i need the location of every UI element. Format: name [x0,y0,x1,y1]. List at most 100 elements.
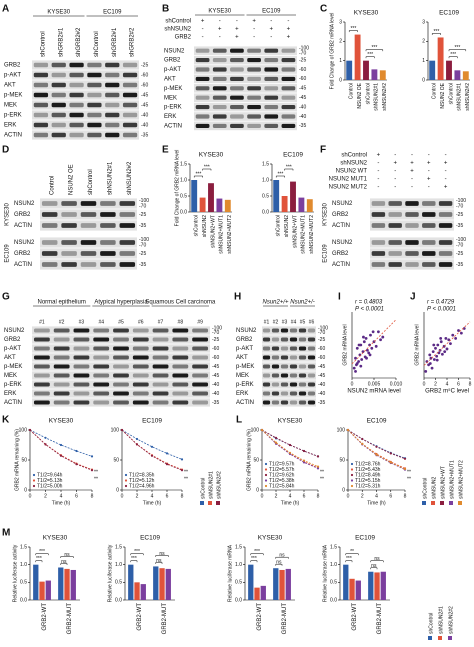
significance-label: ** [350,549,354,555]
blot-band [132,364,149,369]
bar [248,564,254,600]
condition-sign: - [411,153,413,159]
y-tick-label: 1.5 [180,161,187,167]
blot-band [298,337,307,342]
scatter-point [352,366,356,370]
half-life-marker [350,479,354,482]
scatter-point [432,358,436,361]
legend-swatch [431,501,435,505]
blot-band [33,355,50,360]
blot-band [262,400,271,405]
blot-band [51,72,66,78]
condition-sign: - [287,19,289,25]
y-tick-label: 50 [253,457,259,463]
y-tick-label: 100 [251,427,260,433]
condition-sign: + [287,27,291,33]
blot-band [271,391,280,396]
blot-band [289,382,298,387]
blot-band [132,355,149,360]
y-tick-label: 0.5 [180,193,187,199]
blot-band [132,373,149,378]
series-point [28,428,32,432]
blot-band [33,328,50,333]
lane-label: #2 [273,319,279,325]
series-point [361,437,364,441]
mw-label: -35 [139,262,146,268]
lane-label: shGRB2#1 [112,27,118,57]
lane-label: shControl [94,31,100,57]
blot-band [80,201,97,206]
blot-band [87,82,102,88]
scatter-point [424,370,428,373]
blot-band [280,328,289,333]
blot-band [87,72,102,78]
y-tick-label: 1 [422,58,425,64]
bar [281,196,288,212]
row-label: GRB2 [14,251,31,257]
blot-band [122,82,138,88]
mw-label: -25 [456,212,463,218]
bar [374,572,380,600]
x-tick-label: shNSUN2#2 [382,83,388,111]
y-tick-label: 0.5 [115,580,122,586]
bar [165,568,171,600]
scatter-point [435,358,439,362]
blot-band [51,122,66,128]
legend-label: shNSUN2+MUT1 [449,460,455,499]
half-life-marker [32,473,36,477]
blot-band [281,95,296,100]
blot-band [132,391,149,396]
blot-band [307,337,316,342]
blot-band [271,382,280,387]
lane-label: #3 [282,319,288,325]
blot-band [41,251,58,256]
scatter-point [447,338,451,342]
blot-band [87,122,102,128]
row-label: MEK [4,103,17,109]
blot-band [280,400,289,405]
blot-band [172,355,189,360]
condition-sign: - [445,169,447,175]
scatter-point [360,358,364,361]
blot-band [73,373,90,378]
blot-band [307,364,316,369]
blot-band [119,201,136,206]
significance-label: ns [64,552,70,558]
blot-band [247,105,261,110]
y-tick-label: 2 [422,39,425,45]
y-tick-label: 1.0 [330,562,337,568]
row-label: ACTIN [164,123,182,129]
scatter-point [430,366,434,370]
mw-label: -60 [299,76,306,82]
half-life-label: T1/2=8.76h [355,461,381,467]
significance-bracket [275,563,283,566]
stat-label: P < 0.0001 [427,307,456,313]
significance-label: *** [134,549,140,555]
condition-sign: + [235,35,239,41]
legend-label: shControl [428,613,434,634]
blot-band [152,382,169,387]
condition-sign: - [236,19,238,25]
y-axis-label: GRB2 mRNA level [342,324,348,365]
series-point [389,452,392,455]
blot-band [105,122,120,128]
blot-band [307,382,316,387]
blot-band [51,132,66,138]
series-point [346,428,350,432]
scatter-point [371,330,375,334]
scatter-point [357,360,360,363]
x-tick-label: shNSUN2+MUT1 [219,215,225,254]
scatter-point [367,351,371,355]
blot-band [192,355,209,360]
blot-band [93,382,110,387]
blot-band [69,82,84,88]
mw-label: -35 [141,132,148,138]
mw-label: -25 [299,57,306,63]
panel-label: H [234,292,241,303]
blot-strip [32,80,139,90]
blot-band [280,346,289,351]
blot-band [195,58,210,63]
blot-band [119,212,136,217]
x-tick-label: 2 [136,493,139,499]
significance-bracket [202,168,212,171]
